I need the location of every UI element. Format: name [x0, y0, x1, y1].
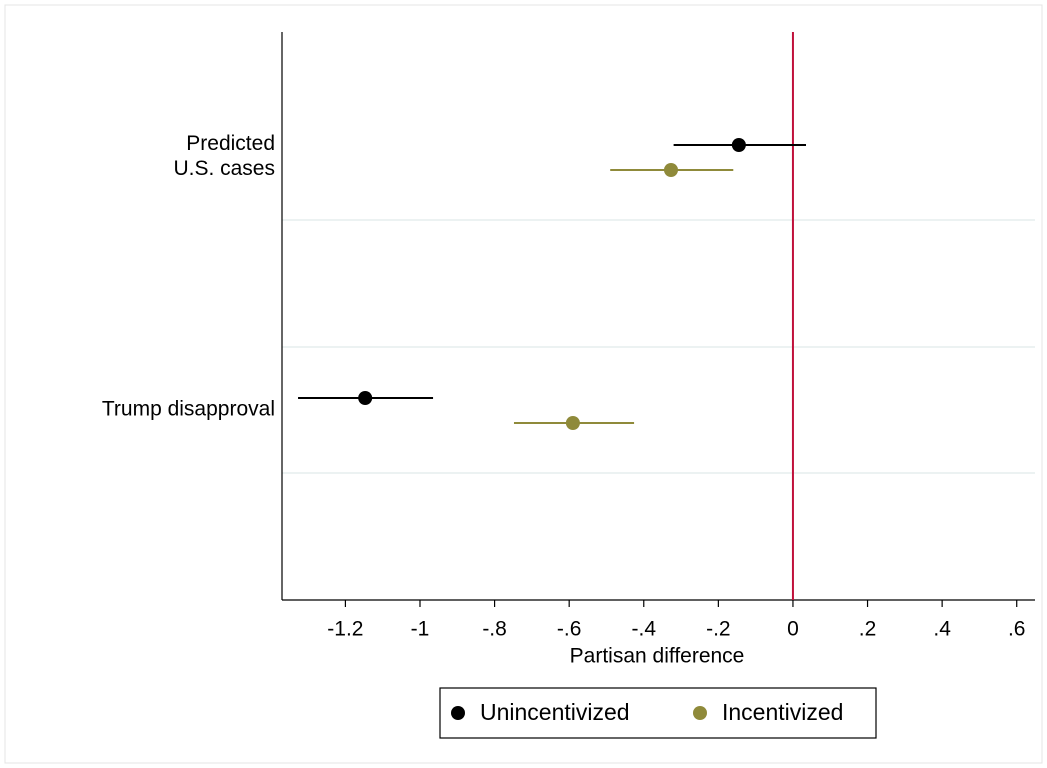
point — [663, 163, 678, 177]
x-tick-label: .2 — [859, 618, 877, 641]
point — [731, 138, 746, 152]
legend-marker — [451, 706, 465, 720]
y-tick-label: Trump disapproval — [102, 398, 275, 421]
legend-label: Incentivized — [722, 699, 843, 725]
legend-label: Unincentivized — [480, 699, 630, 725]
x-tick-label: .4 — [933, 618, 951, 641]
x-tick-label: -.6 — [557, 618, 582, 641]
point — [565, 416, 580, 430]
frame — [4, 4, 1043, 764]
x-tick-label: .6 — [1008, 618, 1026, 641]
x-tick-label: -.2 — [706, 618, 731, 641]
legend-marker — [693, 706, 707, 720]
x-tick-label: -1.2 — [327, 618, 363, 641]
x-tick-label: -.4 — [632, 618, 657, 641]
x-tick-label: -1 — [411, 618, 430, 641]
legend-box — [439, 687, 877, 739]
x-axis-title: Partisan difference — [570, 645, 745, 668]
y-tick-label: Predicted — [186, 132, 275, 155]
x-tick-label: -.8 — [482, 618, 507, 641]
y-tick-label: U.S. cases — [173, 157, 275, 180]
x-tick-label: 0 — [787, 618, 799, 641]
point — [358, 391, 373, 405]
